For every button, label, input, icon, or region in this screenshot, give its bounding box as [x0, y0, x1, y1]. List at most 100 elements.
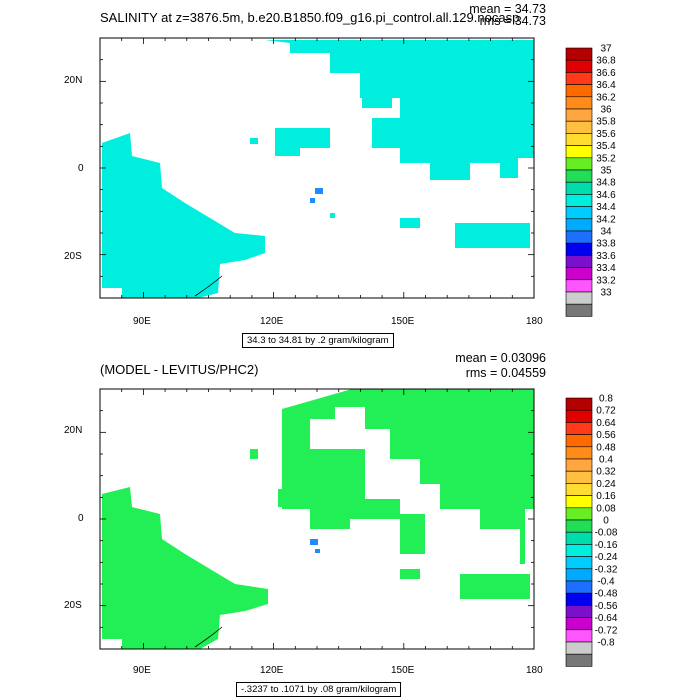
panel2-colorbar-box: [565, 434, 593, 448]
panel2-colorbar-label: -0.72: [595, 625, 618, 636]
panel2-colorbar-label: 0.32: [596, 467, 616, 478]
panel1-xtick-150e: 150E: [391, 316, 415, 327]
panel2-colorbar-box: [565, 653, 593, 667]
panel2-colorbar-label: 0.16: [596, 491, 616, 502]
panel1-colorbar-label: 34: [600, 227, 612, 238]
panel1-ytick-0: 0: [78, 163, 84, 174]
panel2-colorbar-label: 0.64: [596, 418, 616, 429]
panel2-colorbar-box: [565, 592, 593, 606]
panel1-field: [102, 40, 534, 298]
panel2-map: [99, 388, 535, 650]
panel2-mean: mean = 0.03096: [455, 351, 546, 365]
panel2-colorbar-label: 0.56: [596, 430, 616, 441]
panel1-colorbar-label: 35.8: [596, 117, 616, 128]
panel2-colorbar-label: -0.64: [595, 613, 618, 624]
panel1-colorbar-label: 35.6: [596, 129, 616, 140]
panel1-colorbar-box: [565, 157, 593, 171]
panel2-colorbar-box: [565, 446, 593, 460]
panel2-contour-info: -.3237 to .1071 by .08 gram/kilogram: [236, 682, 402, 697]
panel1-colorbar-box: [565, 169, 593, 183]
panel2-ocean-region-5: [278, 489, 295, 507]
panel2-xtick-120e: 120E: [260, 665, 284, 676]
panel1-colorbar-box: [565, 303, 593, 317]
panel1-ytick-20n: 20N: [64, 75, 83, 86]
panel1-colorbar-label: 34.6: [596, 190, 616, 201]
panel2-field: [102, 389, 534, 649]
panel2-colorbar-box: [565, 483, 593, 496]
panel2-colorbar-box: [565, 568, 593, 582]
panel1-colorbar-label: 37: [600, 44, 612, 55]
panel1-colorbar-box: [565, 242, 593, 256]
panel1-colorbar-box: [565, 59, 593, 73]
panel2-colorbar: 0.80.720.640.560.480.40.320.240.160.080-…: [565, 394, 618, 667]
panel1-colorbar-label: 36.4: [596, 80, 616, 91]
panel1-map: [99, 37, 535, 299]
panel2-contour-line: [194, 626, 223, 648]
panel1-colorbar-label: 33.4: [596, 263, 616, 274]
panel2-colorbar-box: [565, 605, 593, 618]
panel1-colorbar-box: [565, 255, 593, 268]
panel2-colorbar-box: [565, 397, 593, 411]
panel1-ocean-region-3: [362, 78, 392, 108]
panel2-colorbar-label: 0.4: [599, 455, 613, 466]
panel1-colorbar-box: [565, 279, 593, 293]
panel2-ocean-region-8: [250, 449, 258, 459]
panel1-ocean-region-8: [330, 213, 335, 218]
panel2-xtick-90e: 90E: [133, 665, 151, 676]
panel2-colorbar-label: 0.72: [596, 406, 616, 417]
panel1-colorbar-box: [565, 218, 593, 232]
panel2-colorbar-box: [565, 580, 593, 594]
panel1-ocean-region-1: [265, 40, 534, 180]
panel2-colorbar-label: -0.4: [597, 577, 615, 588]
panel1-colorbar-box: [565, 47, 593, 61]
panel1-colorbar-label: 36.6: [596, 68, 616, 79]
panel2-colorbar-box: [565, 641, 593, 655]
panel1-colorbar-label: 34.2: [596, 214, 616, 225]
panel2-colorbar-box: [565, 507, 593, 521]
panel2-colorbar-box: [565, 556, 593, 570]
panel1-colorbar-box: [565, 72, 593, 85]
panel1-accent-cell-1: [315, 188, 323, 194]
panel2-ocean-region-3: [400, 514, 425, 554]
panel2-ocean-region-1: [282, 389, 534, 564]
panel2-colorbar-label: -0.08: [595, 528, 618, 539]
panel1-ytick-20s: 20S: [64, 251, 82, 262]
panel1-colorbar-box: [565, 108, 593, 122]
panel1-ocean-region-5: [400, 218, 420, 228]
panel2-colorbar-box: [565, 409, 593, 423]
panel2-title: (MODEL - LEVITUS/PHC2): [100, 362, 259, 377]
panel2-colorbar-label: 0: [603, 516, 609, 527]
panel1-ocean-region-4: [102, 133, 265, 298]
panel1-mean: mean = 34.73: [469, 2, 546, 16]
panel1-accent-cell-2: [310, 198, 315, 203]
panel2-ocean-region-2: [282, 449, 400, 529]
panel1-colorbar-label: 33.2: [596, 275, 616, 286]
panel2-colorbar-box: [565, 422, 593, 435]
panel1-colorbar-label: 35: [600, 166, 612, 177]
panel2-colorbar-label: 0.08: [596, 503, 616, 514]
panel2-colorbar-label: 0.8: [599, 394, 613, 405]
panel2-ocean-region-6: [400, 569, 420, 579]
panel1-colorbar-box: [565, 291, 593, 305]
panel2-colorbar-label: 0.48: [596, 442, 616, 453]
panel1-colorbar-box: [565, 194, 593, 207]
panel2-xtick-150e: 150E: [391, 665, 415, 676]
panel2-accent-cell-1: [310, 539, 318, 545]
panel1-ocean-region-7: [250, 138, 258, 144]
panel1-colorbar-box: [565, 206, 593, 220]
panel1-colorbar-box: [565, 84, 593, 98]
panel2-ytick-0: 0: [78, 513, 84, 524]
panel2-xtick-180: 180: [526, 665, 543, 676]
panel2-colorbar-box: [565, 495, 593, 509]
panel1-colorbar-box: [565, 267, 593, 281]
panel1-colorbar-label: 35.4: [596, 141, 616, 152]
panel1-colorbar-label: 35.2: [596, 153, 616, 164]
panel2-accent-cell-2: [315, 549, 320, 553]
panel2-ytick-20n: 20N: [64, 425, 83, 436]
panel1-colorbar-label: 36.2: [596, 92, 616, 103]
panel2-colorbar-box: [565, 458, 593, 472]
panel1-colorbar: 3736.836.636.436.23635.835.635.435.23534…: [565, 44, 616, 317]
panel2-colorbar-label: -0.32: [595, 564, 618, 575]
panel2-colorbar-label: -0.56: [595, 601, 618, 612]
